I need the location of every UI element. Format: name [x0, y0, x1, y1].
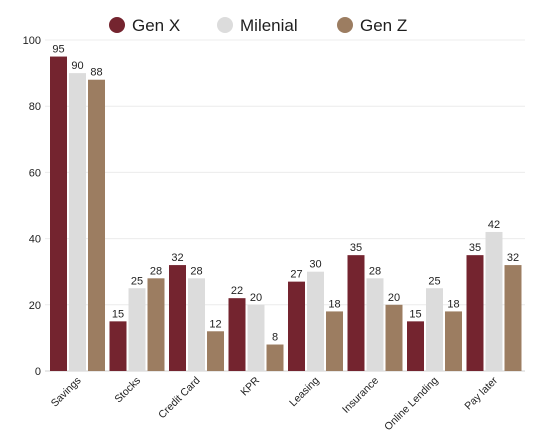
bar-gen-x-online-lending	[407, 321, 424, 371]
bar-milenial-kpr	[247, 304, 265, 371]
y-tick-label: 20	[29, 300, 41, 312]
legend-swatch-gen-z	[337, 17, 353, 33]
data-label: 27	[290, 269, 302, 281]
legend-swatch-milenial	[217, 17, 233, 33]
data-label: 18	[447, 298, 459, 310]
bar-gen-x-pay-later	[466, 255, 484, 371]
data-label: 25	[428, 275, 440, 287]
bar-milenial-pay-later	[485, 231, 503, 371]
x-tick-label: Credit Card	[156, 375, 203, 422]
data-label: 20	[250, 292, 262, 304]
bars	[50, 56, 522, 372]
bar-gen-z-insurance	[385, 304, 403, 371]
data-label: 15	[112, 308, 124, 320]
data-label: 30	[309, 259, 321, 271]
y-tick-label: 100	[23, 35, 41, 47]
data-label: 22	[231, 285, 243, 297]
x-axis-ticks: Savings Stocks Credit Card KPR Leasing Insura…	[49, 374, 501, 433]
data-label: 20	[388, 292, 400, 304]
legend: Gen X Milenial Gen Z	[109, 16, 407, 35]
bar-milenial-online-lending	[426, 288, 443, 371]
y-tick-label: 40	[29, 234, 41, 246]
bar-gen-z-leasing	[326, 311, 343, 371]
legend-label-gen-x: Gen X	[132, 16, 180, 35]
y-tick-label: 80	[29, 101, 41, 113]
bar-milenial-stocks	[128, 288, 146, 371]
bar-milenial-savings	[69, 73, 86, 371]
data-label: 25	[131, 275, 143, 287]
data-label: 28	[190, 265, 202, 277]
bar-milenial-insurance	[366, 278, 384, 371]
x-tick-label: Leasing	[287, 375, 322, 410]
data-label: 35	[469, 242, 481, 254]
data-label: 90	[71, 60, 83, 72]
bar-gen-z-online-lending	[445, 311, 462, 371]
bar-gen-z-kpr	[266, 344, 284, 371]
bar-gen-x-credit-card	[169, 265, 186, 371]
bar-gen-z-stocks	[147, 278, 165, 371]
data-labels: 95 90 88 15 25 28 32 28 12 22 20 8 27 30 18 35 28 20 15 25 1…	[52, 44, 519, 344]
y-tick-label: 60	[29, 167, 41, 179]
data-label: 95	[52, 44, 64, 56]
data-label: 88	[90, 67, 102, 79]
x-tick-label: Pay later	[462, 374, 500, 412]
bar-gen-x-kpr	[228, 298, 246, 371]
bar-gen-x-stocks	[109, 321, 127, 371]
bar-gen-x-savings	[50, 56, 67, 372]
x-tick-label: Savings	[49, 375, 84, 410]
data-label: 35	[350, 242, 362, 254]
data-label: 42	[488, 219, 500, 231]
bar-gen-x-leasing	[288, 281, 305, 371]
legend-label-gen-z: Gen Z	[360, 16, 407, 35]
legend-swatch-gen-x	[109, 17, 125, 33]
legend-label-milenial: Milenial	[240, 16, 298, 35]
bar-gen-z-savings	[88, 79, 105, 371]
y-axis-ticks: 0 20 40 60 80 100	[23, 35, 41, 378]
data-label: 28	[150, 265, 162, 277]
x-tick-label: Online Lending	[382, 375, 441, 434]
data-label: 32	[507, 252, 519, 264]
data-label: 8	[272, 332, 278, 344]
bar-gen-z-pay-later	[504, 265, 522, 371]
bar-milenial-leasing	[307, 271, 324, 371]
data-label: 15	[409, 308, 421, 320]
data-label: 12	[209, 318, 221, 330]
x-tick-label: Stocks	[112, 375, 143, 406]
x-tick-label: Insurance	[340, 375, 381, 416]
x-tick-label: KPR	[238, 374, 262, 398]
data-label: 18	[328, 298, 340, 310]
y-tick-label: 0	[35, 366, 41, 378]
bar-gen-z-credit-card	[207, 331, 224, 371]
data-label: 32	[171, 252, 183, 264]
bar-milenial-credit-card	[188, 278, 205, 371]
bar-gen-x-insurance	[347, 255, 365, 371]
data-label: 28	[369, 265, 381, 277]
